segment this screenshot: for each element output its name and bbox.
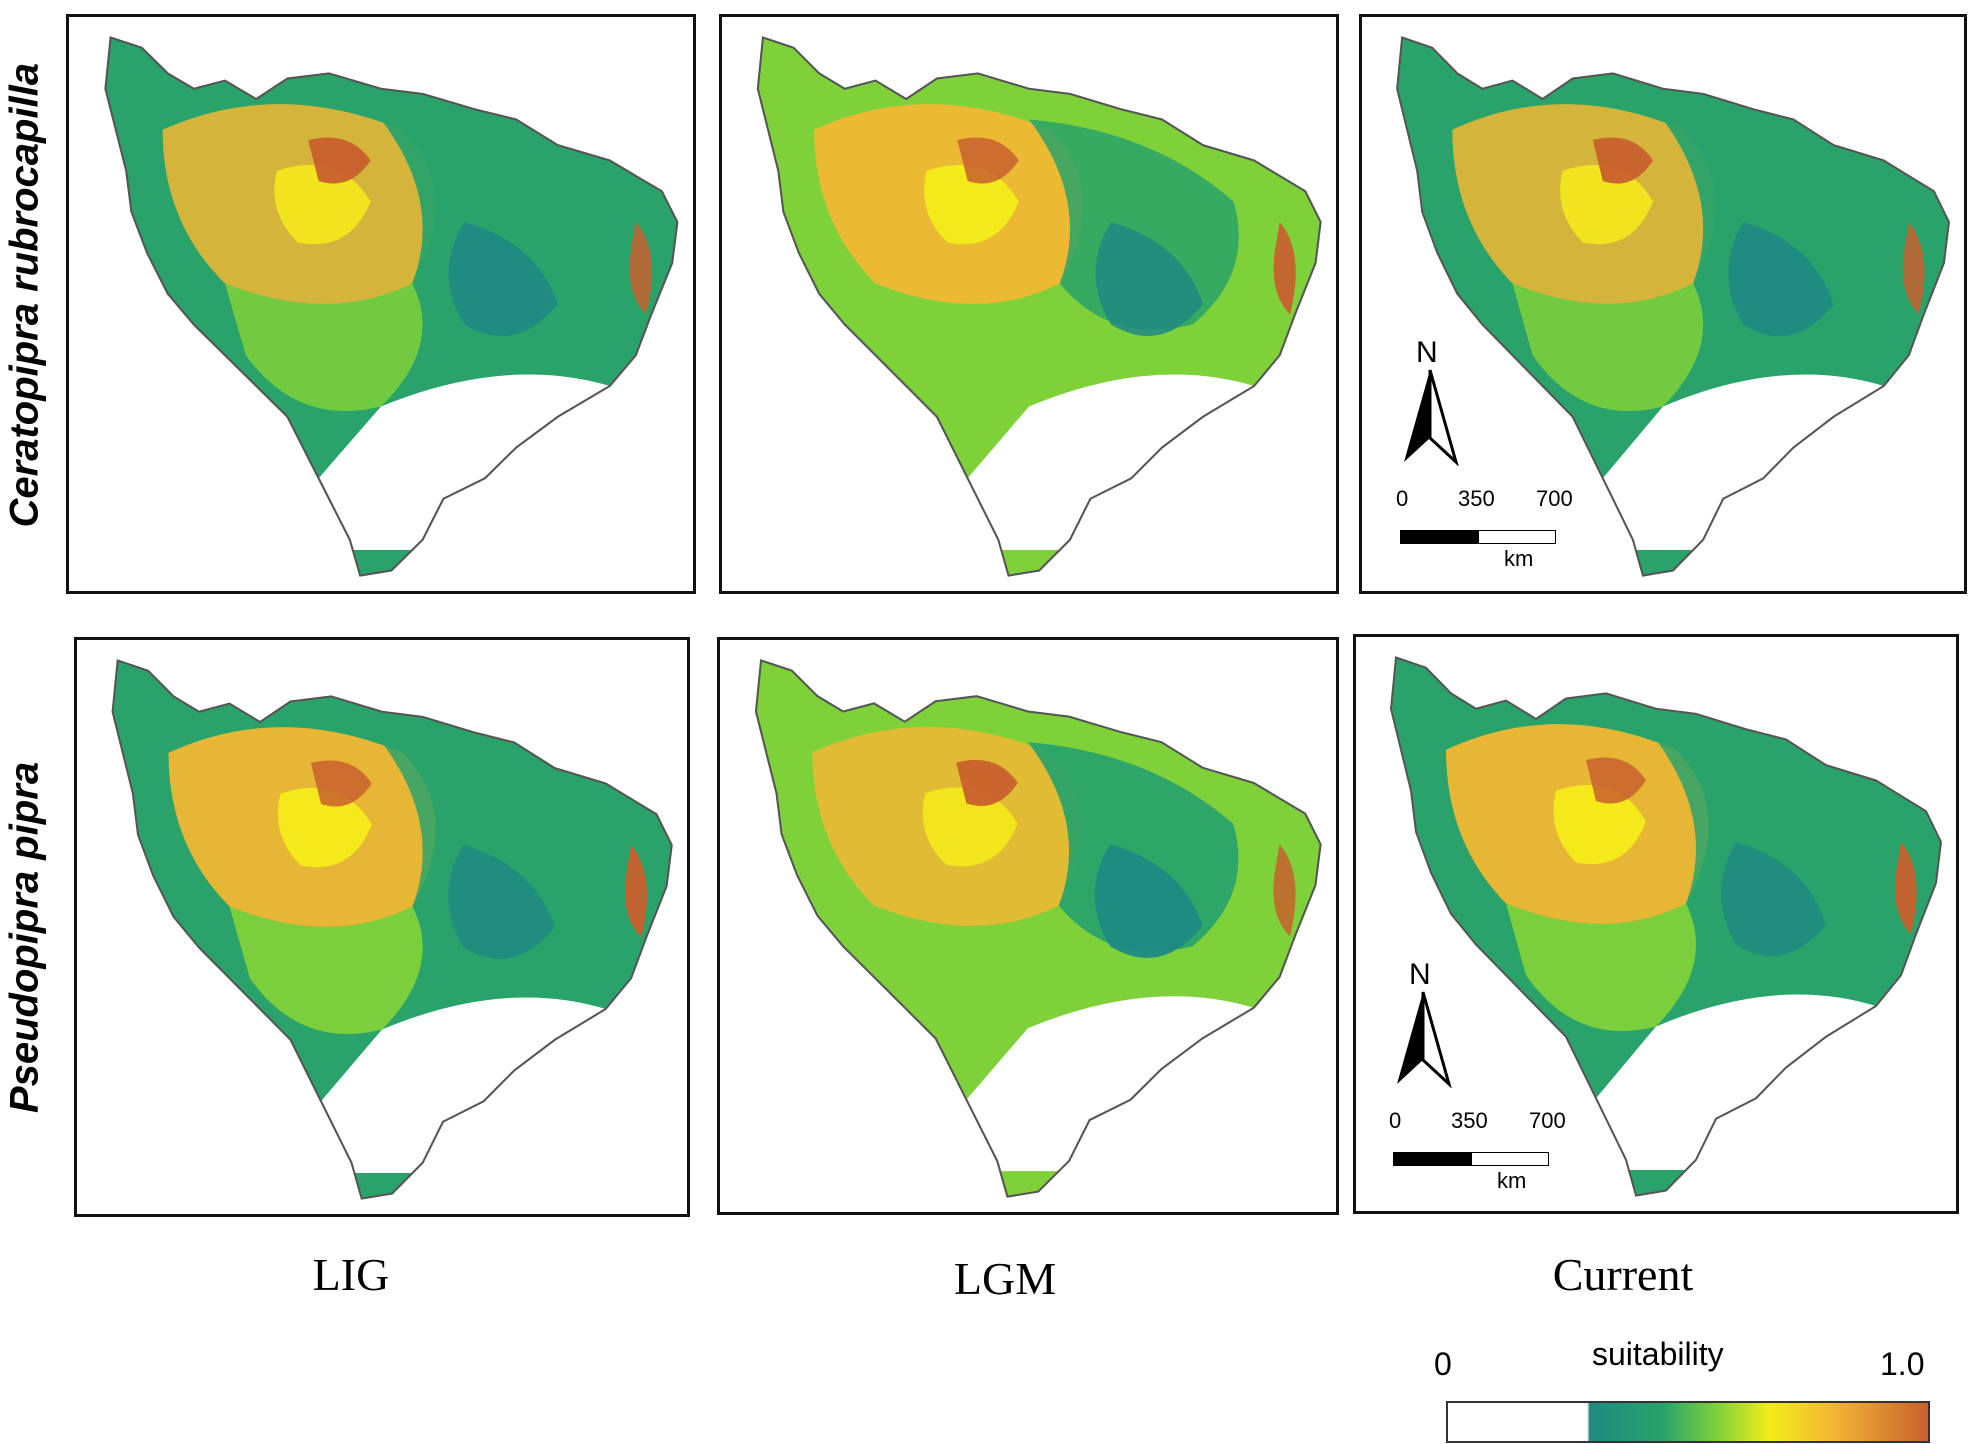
column-label-lig: LIG	[312, 1249, 390, 1300]
map-graphic	[756, 36, 1322, 577]
suitability-region	[277, 787, 372, 868]
suitability-region	[1721, 842, 1826, 957]
map-panel-ceratopipra-current	[1359, 14, 1967, 594]
unsuitable-region	[1596, 994, 1876, 1170]
suitability-region	[448, 222, 558, 337]
map-graphic	[1389, 656, 1943, 1197]
scale-bar-black-segment	[1393, 1152, 1471, 1166]
unsuitable-region	[966, 996, 1254, 1172]
map-graphic	[104, 36, 679, 577]
legend-min-label: 0	[1434, 1346, 1452, 1382]
scale-tick-350: 350	[1451, 1108, 1488, 1133]
suitability-surface	[112, 660, 672, 1199]
suitability-region	[956, 760, 1018, 806]
scale-bar-black-segment	[1400, 530, 1478, 544]
scale-tick-350: 350	[1458, 486, 1495, 511]
north-arrow-icon	[1404, 369, 1459, 466]
scale-bar-white-segment	[1471, 1152, 1549, 1166]
map-panel-ceratopipra-lig	[66, 14, 696, 594]
scale-unit: km	[1504, 546, 1534, 571]
suitability-region	[1095, 222, 1203, 337]
continent-outline	[754, 659, 1322, 1198]
map-panel-pseudopipra-lgm	[717, 637, 1339, 1215]
suitability-region	[1902, 222, 1925, 315]
north-arrow-icon	[1397, 991, 1452, 1088]
north-arrow-bottom: N	[1393, 958, 1453, 1088]
suitability-region	[1586, 757, 1646, 804]
suitability-region	[1094, 844, 1203, 958]
scale-tick-0: 0	[1389, 1108, 1402, 1133]
map-panel-pseudopipra-lig	[74, 637, 690, 1217]
suitability-region	[922, 787, 1018, 867]
suitability-region	[957, 137, 1019, 184]
suitability-region	[924, 164, 1019, 245]
suitability-region	[1895, 842, 1917, 935]
unsuitable-region	[967, 374, 1255, 550]
suitability-region	[1512, 283, 1704, 412]
row-label-ceratopipra: Ceratopipra rubrocapilla	[2, 62, 47, 528]
suitability-surface	[1397, 37, 1949, 576]
unsuitable-region	[321, 997, 606, 1173]
unsuitable-region	[318, 374, 610, 550]
map-panel-ceratopipra-lgm	[719, 14, 1339, 594]
suitability-color-bar	[1446, 1401, 1930, 1443]
suitability-surface	[105, 37, 678, 576]
column-label-current: Current	[1552, 1249, 1694, 1300]
suitability-region	[1560, 164, 1653, 245]
continent-outline	[1389, 656, 1943, 1197]
suitability-region	[448, 845, 555, 960]
scale-unit: km	[1497, 1168, 1527, 1193]
north-label: N	[1416, 336, 1438, 369]
unsuitable-region	[1602, 374, 1884, 550]
suitability-region	[308, 137, 371, 184]
map-panel-pseudopipra-current	[1353, 634, 1959, 1214]
suitability-region	[1506, 903, 1696, 1032]
map-graphic	[754, 659, 1322, 1198]
suitability-region	[1273, 844, 1296, 937]
suitability-surface	[757, 37, 1321, 576]
map-graphic	[1396, 36, 1950, 577]
suitability-region	[874, 905, 1070, 1033]
scale-tick-0: 0	[1396, 486, 1409, 511]
map-graphic	[111, 659, 673, 1200]
suitability-region	[310, 760, 372, 807]
suitability-surface	[1391, 657, 1941, 1196]
suitability-region	[225, 283, 423, 412]
suitability-region	[1553, 784, 1646, 865]
suitability-region	[274, 164, 371, 245]
scale-bar-bottom: 0 350 700 km	[1383, 1108, 1633, 1198]
scale-bar-white-segment	[1478, 530, 1556, 544]
north-label: N	[1409, 958, 1431, 991]
column-label-lgm: LGM	[953, 1253, 1057, 1304]
continent-outline	[104, 36, 679, 577]
suitability-region	[875, 283, 1070, 412]
legend-title: suitability	[1592, 1336, 1724, 1372]
suitability-region	[1592, 137, 1653, 184]
suitability-surface	[755, 660, 1321, 1197]
continent-outline	[1396, 36, 1950, 577]
suitability-region	[629, 222, 653, 315]
continent-outline	[111, 659, 673, 1200]
suitability-region	[624, 845, 647, 938]
north-arrow-top: N	[1400, 336, 1460, 466]
suitability-region	[229, 906, 423, 1035]
row-label-pseudopipra: Pseudopipra pipra	[2, 761, 47, 1114]
legend-max-label: 1.0	[1880, 1346, 1925, 1382]
scale-tick-700: 700	[1536, 486, 1573, 511]
suitability-region	[1273, 222, 1296, 315]
continent-outline	[756, 36, 1322, 577]
scale-tick-700: 700	[1529, 1108, 1566, 1133]
suitability-region	[1728, 222, 1834, 337]
scale-bar-top: 0 350 700 km	[1390, 486, 1640, 576]
